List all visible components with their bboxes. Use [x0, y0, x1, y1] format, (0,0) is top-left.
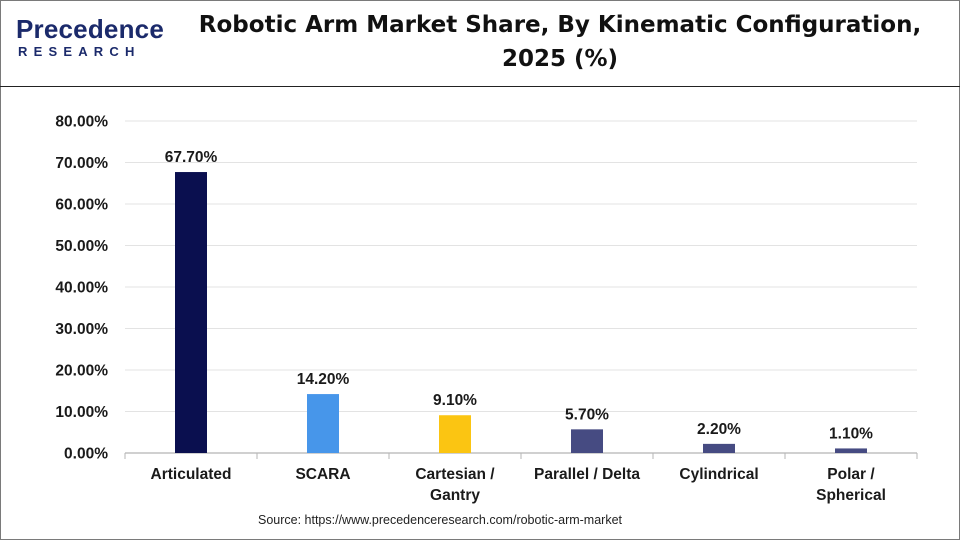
- chart-title-line-1: Robotic Arm Market Share, By Kinematic C…: [198, 12, 922, 38]
- x-category-label: Articulated: [151, 466, 232, 483]
- data-label: 9.10%: [433, 392, 477, 409]
- bar: [439, 415, 471, 453]
- y-tick-label: 40.00%: [55, 280, 108, 297]
- y-tick-label: 60.00%: [55, 197, 108, 214]
- precedence-research-logo: Precedence RESEARCH: [16, 14, 166, 64]
- y-tick-label: 0.00%: [64, 446, 108, 463]
- y-tick-label: 20.00%: [55, 363, 108, 380]
- bar: [175, 172, 207, 454]
- x-category-label: Cartesian / Gantry: [415, 466, 495, 504]
- data-label: 5.70%: [565, 406, 609, 423]
- y-tick-label: 80.00%: [55, 114, 108, 131]
- x-category-label: SCARA: [295, 466, 350, 483]
- chart-header: Precedence RESEARCH Robotic Arm Market S…: [0, 0, 960, 87]
- x-category-label: Cylindrical: [679, 466, 758, 483]
- logo-subtitle: RESEARCH: [18, 44, 141, 59]
- y-tick-label: 70.00%: [55, 155, 108, 172]
- bar: [307, 394, 339, 453]
- data-label: 67.70%: [165, 149, 218, 166]
- y-tick-label: 50.00%: [55, 238, 108, 255]
- y-tick-label: 10.00%: [55, 404, 108, 421]
- bar: [571, 429, 603, 453]
- y-tick-label: 30.00%: [55, 321, 108, 338]
- source-note: Source: https://www.precedenceresearch.c…: [257, 513, 623, 527]
- x-category-label: Parallel / Delta: [534, 466, 640, 483]
- chart-title-line-2: 2025 (%): [501, 46, 619, 72]
- bar: [835, 448, 867, 453]
- data-label: 1.10%: [829, 425, 873, 442]
- data-label: 14.20%: [297, 371, 350, 388]
- chart-title: Robotic Arm Market Share, By Kinematic C…: [180, 8, 940, 76]
- data-label: 2.20%: [697, 421, 741, 438]
- bar: [703, 443, 735, 453]
- logo-wordmark: Precedence: [16, 14, 164, 44]
- x-category-label: Polar / Spherical: [816, 466, 886, 504]
